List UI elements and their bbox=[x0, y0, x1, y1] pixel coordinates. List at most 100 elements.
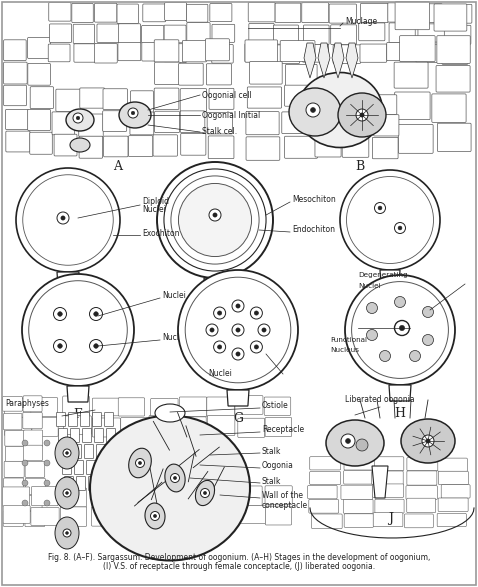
Circle shape bbox=[89, 339, 102, 353]
FancyBboxPatch shape bbox=[344, 514, 373, 527]
Circle shape bbox=[311, 107, 315, 113]
FancyBboxPatch shape bbox=[180, 89, 206, 112]
FancyBboxPatch shape bbox=[5, 447, 25, 461]
Circle shape bbox=[214, 341, 226, 353]
FancyBboxPatch shape bbox=[153, 135, 177, 156]
Circle shape bbox=[44, 480, 50, 486]
Text: Nuclei: Nuclei bbox=[142, 205, 166, 214]
FancyBboxPatch shape bbox=[119, 23, 141, 43]
FancyBboxPatch shape bbox=[280, 41, 315, 62]
Text: Oogonial cell: Oogonial cell bbox=[202, 90, 252, 100]
FancyBboxPatch shape bbox=[235, 396, 263, 414]
FancyBboxPatch shape bbox=[179, 417, 206, 435]
Circle shape bbox=[232, 348, 244, 360]
FancyBboxPatch shape bbox=[249, 23, 274, 42]
FancyBboxPatch shape bbox=[3, 505, 30, 524]
Circle shape bbox=[398, 226, 402, 230]
FancyBboxPatch shape bbox=[28, 63, 50, 85]
FancyBboxPatch shape bbox=[23, 445, 43, 461]
Circle shape bbox=[214, 307, 226, 319]
FancyBboxPatch shape bbox=[274, 45, 300, 63]
FancyBboxPatch shape bbox=[309, 500, 338, 513]
Text: E: E bbox=[385, 292, 394, 305]
Circle shape bbox=[217, 311, 222, 315]
Circle shape bbox=[63, 449, 71, 457]
Ellipse shape bbox=[55, 477, 79, 509]
FancyBboxPatch shape bbox=[358, 23, 385, 41]
Ellipse shape bbox=[66, 109, 94, 131]
Circle shape bbox=[94, 344, 98, 348]
FancyBboxPatch shape bbox=[438, 458, 467, 471]
FancyBboxPatch shape bbox=[110, 460, 120, 474]
FancyBboxPatch shape bbox=[273, 25, 299, 44]
Text: Liberated oogonia: Liberated oogonia bbox=[345, 396, 414, 404]
FancyBboxPatch shape bbox=[445, 4, 472, 23]
FancyBboxPatch shape bbox=[100, 477, 109, 491]
Circle shape bbox=[232, 324, 244, 336]
Ellipse shape bbox=[165, 464, 185, 492]
FancyBboxPatch shape bbox=[92, 398, 120, 416]
Polygon shape bbox=[380, 270, 400, 286]
FancyBboxPatch shape bbox=[98, 460, 108, 474]
FancyBboxPatch shape bbox=[28, 109, 50, 130]
Circle shape bbox=[306, 103, 320, 117]
Text: Nuclei: Nuclei bbox=[162, 333, 186, 342]
FancyBboxPatch shape bbox=[360, 4, 388, 23]
FancyBboxPatch shape bbox=[118, 398, 145, 416]
FancyBboxPatch shape bbox=[94, 43, 117, 63]
Circle shape bbox=[254, 311, 259, 315]
FancyBboxPatch shape bbox=[56, 89, 81, 112]
FancyBboxPatch shape bbox=[93, 413, 101, 427]
Circle shape bbox=[423, 306, 434, 318]
Circle shape bbox=[66, 480, 72, 486]
Circle shape bbox=[210, 328, 214, 332]
FancyBboxPatch shape bbox=[308, 485, 337, 499]
FancyBboxPatch shape bbox=[212, 24, 235, 42]
Ellipse shape bbox=[145, 503, 165, 529]
FancyBboxPatch shape bbox=[129, 136, 152, 157]
FancyBboxPatch shape bbox=[247, 87, 282, 108]
FancyBboxPatch shape bbox=[130, 91, 153, 113]
FancyBboxPatch shape bbox=[154, 40, 179, 62]
Circle shape bbox=[89, 308, 102, 321]
Text: Diploid: Diploid bbox=[142, 197, 169, 207]
FancyBboxPatch shape bbox=[343, 115, 368, 135]
FancyBboxPatch shape bbox=[373, 512, 403, 527]
FancyBboxPatch shape bbox=[5, 417, 31, 436]
FancyBboxPatch shape bbox=[50, 24, 72, 42]
Polygon shape bbox=[204, 278, 226, 294]
FancyBboxPatch shape bbox=[264, 397, 291, 416]
Ellipse shape bbox=[196, 480, 215, 505]
FancyBboxPatch shape bbox=[208, 136, 234, 158]
Circle shape bbox=[232, 300, 244, 312]
FancyBboxPatch shape bbox=[303, 45, 328, 62]
Polygon shape bbox=[304, 43, 316, 78]
FancyBboxPatch shape bbox=[207, 397, 235, 416]
FancyBboxPatch shape bbox=[394, 62, 428, 88]
Text: Stalk cel.: Stalk cel. bbox=[202, 127, 237, 137]
FancyBboxPatch shape bbox=[209, 88, 234, 109]
FancyBboxPatch shape bbox=[182, 41, 206, 62]
FancyBboxPatch shape bbox=[3, 487, 30, 507]
FancyBboxPatch shape bbox=[189, 43, 211, 60]
FancyBboxPatch shape bbox=[265, 417, 292, 437]
Text: F: F bbox=[74, 408, 82, 421]
FancyBboxPatch shape bbox=[407, 498, 435, 512]
FancyBboxPatch shape bbox=[65, 477, 74, 491]
FancyBboxPatch shape bbox=[347, 94, 372, 114]
Circle shape bbox=[174, 477, 176, 480]
FancyBboxPatch shape bbox=[155, 111, 179, 133]
FancyBboxPatch shape bbox=[25, 511, 45, 527]
Ellipse shape bbox=[90, 416, 250, 561]
FancyBboxPatch shape bbox=[112, 477, 121, 491]
FancyBboxPatch shape bbox=[4, 40, 26, 60]
FancyBboxPatch shape bbox=[234, 486, 262, 505]
Circle shape bbox=[58, 344, 62, 348]
FancyBboxPatch shape bbox=[76, 477, 86, 491]
Circle shape bbox=[23, 175, 113, 265]
Text: J: J bbox=[389, 512, 393, 525]
FancyBboxPatch shape bbox=[250, 62, 282, 84]
FancyBboxPatch shape bbox=[406, 485, 437, 500]
Text: G: G bbox=[233, 412, 243, 425]
Text: B: B bbox=[355, 160, 365, 173]
